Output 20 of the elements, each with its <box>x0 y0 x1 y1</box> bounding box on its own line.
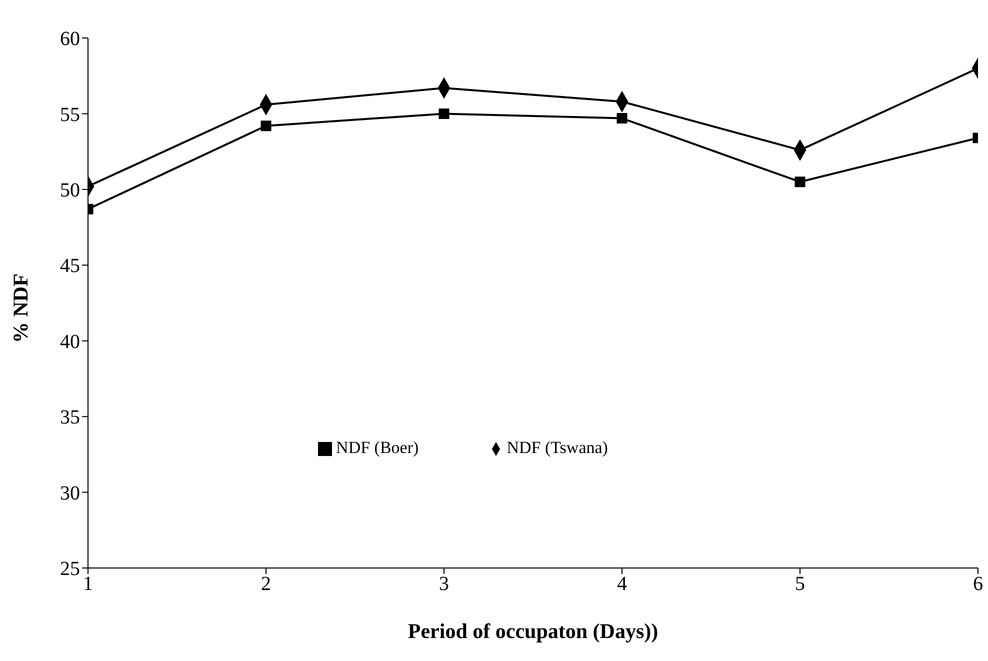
y-tick-label: 40 <box>60 330 80 353</box>
x-tick-label: 4 <box>617 573 627 596</box>
y-tick-label: 35 <box>60 406 80 429</box>
x-tick-label: 2 <box>261 573 271 596</box>
y-tick-label: 25 <box>60 558 80 580</box>
x-axis-title: Period of occupaton (Days)) <box>408 619 658 643</box>
y-tick-label: 55 <box>60 104 80 126</box>
point <box>438 108 450 119</box>
y-tick-label: 30 <box>60 482 80 504</box>
y-tick-label: 60 <box>60 28 80 50</box>
y-axis-title: % NDF <box>8 274 32 343</box>
legend-label: NDF (Boer) <box>336 438 419 457</box>
x-tick-label: 5 <box>795 573 805 596</box>
y-tick-label: 50 <box>60 180 80 202</box>
x-tick-label: 3 <box>439 573 449 596</box>
legend-label: NDF (Tswana) <box>506 438 608 457</box>
point <box>616 113 628 124</box>
y-tick-label: 45 <box>60 255 80 278</box>
x-tick-label: 1 <box>83 573 93 596</box>
x-tick-label: 6 <box>973 573 983 596</box>
